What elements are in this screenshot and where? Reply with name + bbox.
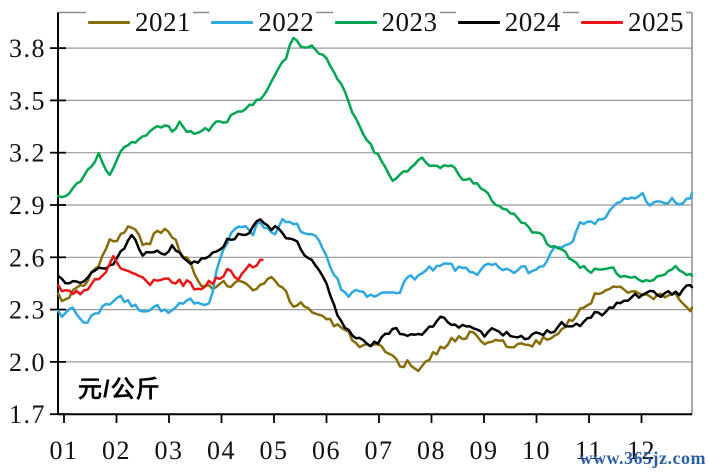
legend: 2021 2022 2023 2024 2025 — [86, 9, 686, 36]
y-axis-label-2.9: 2.9 — [9, 191, 46, 220]
legend-label-2025: 2025 — [628, 7, 684, 37]
x-axis-label-03: 03 — [155, 436, 184, 465]
x-axis-label-06: 06 — [312, 436, 341, 465]
y-axis-label-2.3: 2.3 — [9, 296, 46, 325]
legend-swatch-2022 — [211, 20, 254, 25]
legend-swatch-2024 — [457, 20, 500, 25]
y-axis-label-3.2: 3.2 — [9, 139, 46, 168]
legend-item-2023: 2023 — [332, 7, 440, 37]
y-axis-label-1.7: 1.7 — [9, 400, 46, 429]
x-axis-label-12: 12 — [627, 436, 656, 465]
legend-swatch-2025 — [581, 20, 623, 25]
x-axis-label-02: 02 — [102, 436, 131, 465]
legend-label-2023: 2023 — [381, 7, 438, 37]
series-line-2025 — [56, 254, 264, 296]
legend-swatch-2023 — [334, 20, 377, 25]
series-line-2022 — [56, 191, 694, 325]
series-line-2021 — [56, 225, 694, 373]
legend-label-2021: 2021 — [135, 7, 191, 37]
y-axis-label-3.8: 3.8 — [9, 34, 46, 63]
x-axis-label-09: 09 — [470, 436, 499, 465]
x-axis-label-05: 05 — [260, 436, 289, 465]
x-axis-label-10: 10 — [522, 436, 551, 465]
x-axis-label-01: 01 — [50, 436, 79, 465]
x-axis-label-07: 07 — [365, 436, 394, 465]
unit-label: 元/公斤 — [78, 376, 161, 403]
y-axis-label-2.6: 2.6 — [9, 243, 46, 272]
y-axis-label-3.5: 3.5 — [9, 86, 46, 115]
legend-swatch-2021 — [88, 20, 130, 25]
legend-item-2021: 2021 — [86, 9, 193, 36]
watermark-text: www.365jz.com — [579, 448, 706, 468]
legend-item-2022: 2022 — [209, 7, 317, 37]
y-axis-label-2.0: 2.0 — [9, 348, 46, 377]
legend-label-2022: 2022 — [258, 7, 315, 37]
legend-item-2024: 2024 — [455, 7, 563, 37]
x-axis-label-11: 11 — [575, 436, 603, 465]
series-line-2023 — [56, 36, 694, 283]
legend-label-2024: 2024 — [504, 7, 561, 37]
x-axis-label-08: 08 — [417, 436, 446, 465]
legend-item-2025: 2025 — [579, 9, 686, 36]
series-line-2024 — [56, 218, 694, 348]
x-axis-label-04: 04 — [207, 436, 236, 465]
